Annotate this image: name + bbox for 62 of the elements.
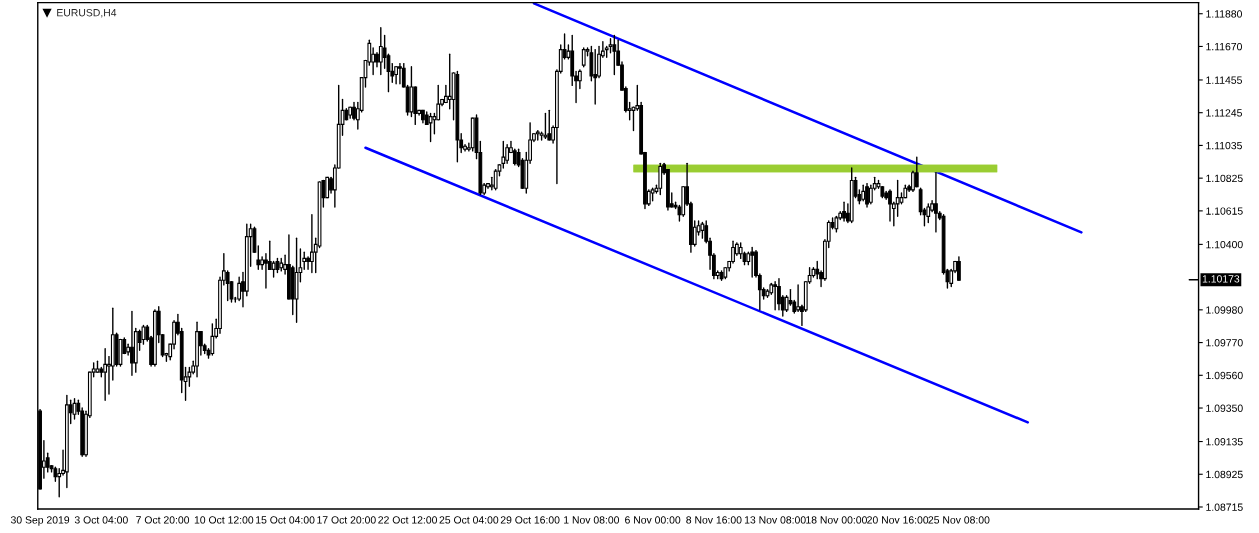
candlestick <box>447 53 452 110</box>
y-tick-label: 1.09560 <box>1206 371 1243 380</box>
x-tick-label: 22 Oct 12:00 <box>378 516 438 524</box>
candlestick <box>796 284 801 313</box>
x-tick-label: 3 Oct 04:00 <box>74 516 128 524</box>
candlestick <box>888 189 892 222</box>
y-tick-label: 1.08715 <box>1206 503 1243 511</box>
candlestick <box>130 310 134 376</box>
candlestick <box>501 140 506 169</box>
candlestick <box>593 48 598 105</box>
y-tick-label: 1.09980 <box>1206 306 1243 314</box>
candlestick <box>957 256 961 281</box>
x-tick-label: 29 Oct 16:00 <box>500 516 560 524</box>
candlestick <box>103 348 108 401</box>
x-tick-label: 10 Oct 12:00 <box>194 516 254 524</box>
y-tick-label: 1.10825 <box>1206 174 1243 183</box>
y-tick-label: 1.09350 <box>1206 404 1243 412</box>
x-tick-label: 13 Nov 08:00 <box>744 516 806 524</box>
candlestick <box>926 203 931 224</box>
y-tick-label: 1.11880 <box>1206 10 1242 18</box>
y-tick-label: 1.11670 <box>1206 42 1242 51</box>
candlestick <box>547 109 552 141</box>
candlestick <box>306 256 310 271</box>
x-tick-label: 25 Nov 08:00 <box>928 516 990 524</box>
x-tick-label: 17 Oct 20:00 <box>317 516 376 524</box>
y-tick-label: 1.11035 <box>1206 141 1242 150</box>
candlestick <box>731 240 735 264</box>
x-tick-label: 8 Nov 16:00 <box>686 516 742 524</box>
x-tick-label: 18 Nov 00:00 <box>806 516 867 524</box>
x-tick-label: 25 Oct 04:00 <box>439 516 499 524</box>
x-tick-label: 30 Sep 2019 <box>10 516 70 526</box>
ref-line-label: 1.10173 <box>1202 275 1240 283</box>
y-tick-label: 1.08925 <box>1206 470 1243 479</box>
x-tick-label: 15 Oct 04:00 <box>256 516 315 524</box>
candlestick <box>309 214 314 274</box>
x-tick-label: 7 Oct 20:00 <box>136 516 190 524</box>
y-tick-label: 1.11245 <box>1206 109 1242 117</box>
y-tick-label: 1.10615 <box>1206 207 1243 215</box>
candlestick <box>612 34 617 76</box>
x-tick-label: 20 Nov 16:00 <box>867 516 929 524</box>
candlestick <box>543 112 548 140</box>
candlestick <box>914 156 919 188</box>
x-tick-label: 1 Nov 08:00 <box>564 516 620 524</box>
y-tick-label: 1.09135 <box>1206 438 1243 446</box>
candlestick <box>842 201 846 222</box>
candlestick <box>911 170 915 193</box>
candlestick <box>505 143 510 165</box>
candlestick <box>773 281 778 311</box>
candlestick <box>493 168 498 191</box>
candlestick <box>631 106 636 132</box>
candlestick <box>934 172 938 233</box>
candlestick <box>398 62 402 85</box>
candlestick <box>589 45 594 82</box>
text: EURUSD,H4 <box>57 9 117 18</box>
x-tick-label: 6 Nov 00:00 <box>625 516 681 524</box>
candlestick <box>865 182 869 208</box>
y-tick-label: 1.11455 <box>1206 76 1242 84</box>
candlestick <box>581 47 586 68</box>
candlestick <box>750 246 755 278</box>
y-tick-label: 1.09770 <box>1206 339 1243 347</box>
y-tick-label: 1.10400 <box>1206 240 1243 249</box>
candlestick <box>210 323 215 356</box>
